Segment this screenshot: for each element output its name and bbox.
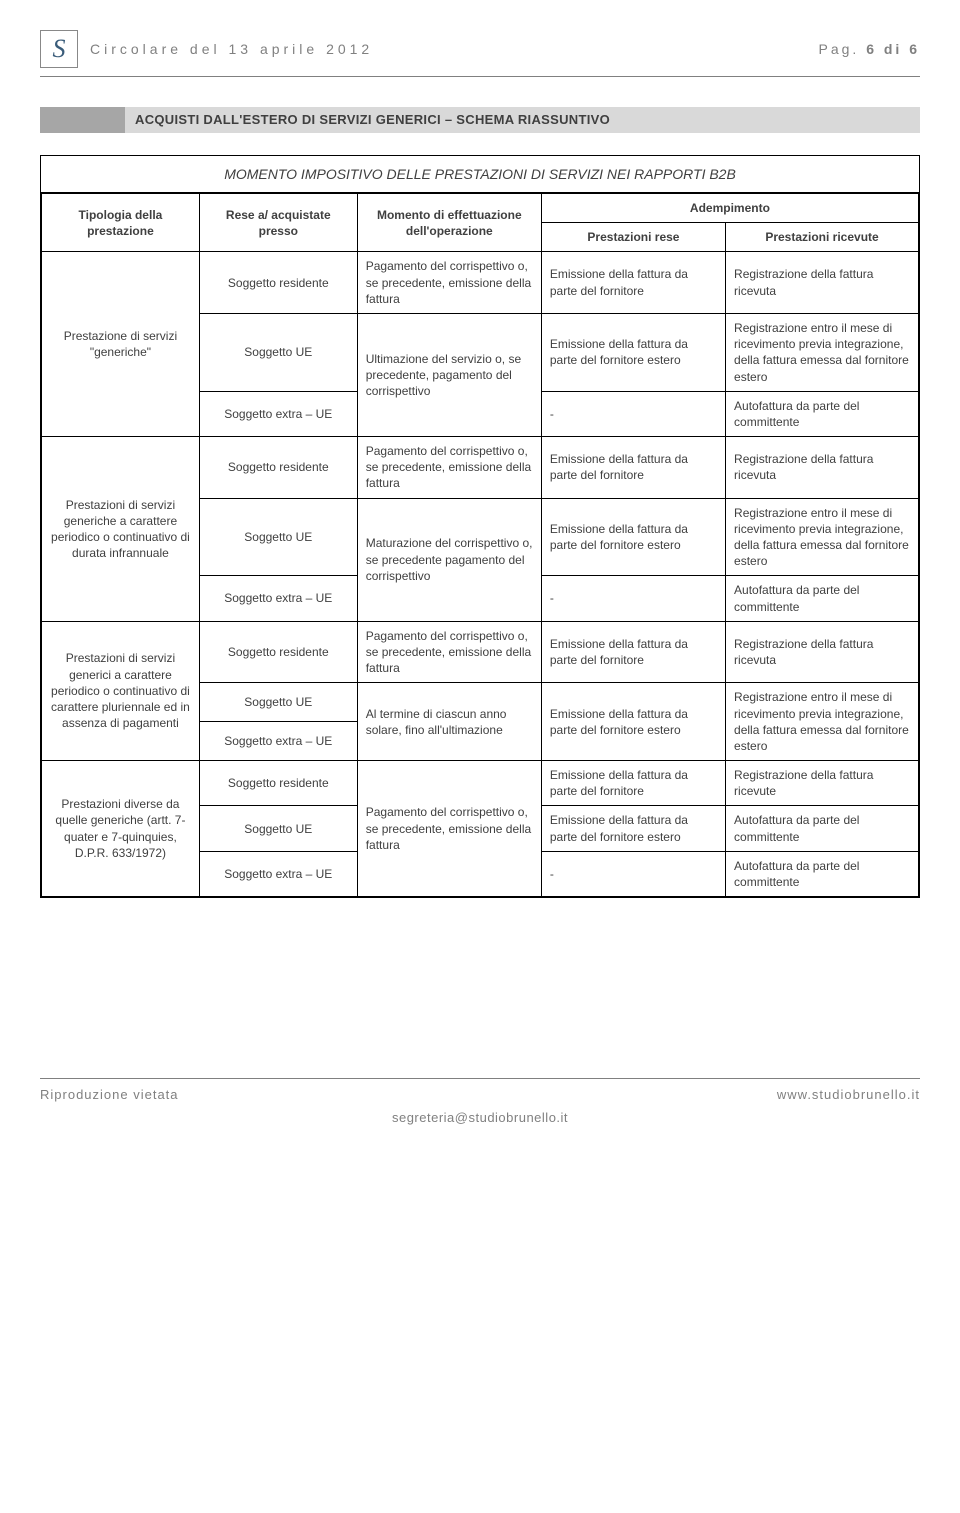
cell-ricevute: Registrazione della fattura ricevuta bbox=[726, 252, 919, 314]
footer-right: www.studiobrunello.it bbox=[777, 1087, 920, 1102]
table-row: Prestazioni di servizi generici a caratt… bbox=[42, 621, 919, 683]
cell-rese: - bbox=[541, 576, 725, 621]
page-footer: Riproduzione vietata www.studiobrunello.… bbox=[40, 1078, 920, 1102]
cell-rese: Emissione della fattura da parte del for… bbox=[541, 313, 725, 391]
data-table: Tipologia della prestazione Rese a/ acqu… bbox=[41, 193, 919, 897]
section-title: ACQUISTI DALL'ESTERO DI SERVIZI GENERICI… bbox=[125, 107, 920, 133]
table-row: Prestazioni di servizi generiche a carat… bbox=[42, 437, 919, 499]
page-number: Pag. 6 di 6 bbox=[819, 41, 921, 57]
table-row: Prestazioni diverse da quelle generiche … bbox=[42, 761, 919, 806]
cell-soggetto: Soggetto UE bbox=[199, 498, 357, 576]
cell-soggetto: Soggetto residente bbox=[199, 437, 357, 499]
header-left: S Circolare del 13 aprile 2012 bbox=[40, 30, 373, 68]
cell-soggetto: Soggetto residente bbox=[199, 621, 357, 683]
title-bar-accent bbox=[40, 107, 125, 133]
cell-ricevute: Registrazione entro il mese di ricevimen… bbox=[726, 683, 919, 761]
cell-ricevute: Registrazione entro il mese di ricevimen… bbox=[726, 313, 919, 391]
cell-tipologia: Prestazioni di servizi generici a caratt… bbox=[42, 621, 200, 760]
th-prest-rese: Prestazioni rese bbox=[541, 223, 725, 252]
logo-icon: S bbox=[40, 30, 78, 68]
cell-rese: Emissione della fattura da parte del for… bbox=[541, 806, 725, 851]
footer-left: Riproduzione vietata bbox=[40, 1087, 179, 1102]
cell-ricevute: Registrazione della fattura ricevuta bbox=[726, 437, 919, 499]
cell-tipologia: Prestazione di servizi "generiche" bbox=[42, 252, 200, 437]
cell-ricevute: Autofattura da parte del committente bbox=[726, 851, 919, 896]
section-title-bar: ACQUISTI DALL'ESTERO DI SERVIZI GENERICI… bbox=[40, 107, 920, 133]
cell-ricevute: Registrazione della fattura ricevute bbox=[726, 761, 919, 806]
cell-ricevute: Autofattura da parte del committente bbox=[726, 806, 919, 851]
cell-tipologia: Prestazioni diverse da quelle generiche … bbox=[42, 761, 200, 897]
cell-soggetto: Soggetto extra – UE bbox=[199, 851, 357, 896]
cell-momento: Al termine di ciascun anno solare, fino … bbox=[357, 683, 541, 761]
th-rese: Rese a/ acquistate presso bbox=[199, 194, 357, 252]
summary-table: MOMENTO IMPOSITIVO DELLE PRESTAZIONI DI … bbox=[40, 155, 920, 898]
cell-rese: Emissione della fattura da parte del for… bbox=[541, 252, 725, 314]
cell-soggetto: Soggetto UE bbox=[199, 313, 357, 391]
th-adempimento: Adempimento bbox=[541, 194, 918, 223]
cell-soggetto: Soggetto residente bbox=[199, 761, 357, 806]
cell-rese: - bbox=[541, 391, 725, 436]
page-label: Pag. bbox=[819, 41, 860, 57]
cell-soggetto: Soggetto extra – UE bbox=[199, 576, 357, 621]
cell-momento: Pagamento del corrispettivo o, se preced… bbox=[357, 252, 541, 314]
cell-rese: Emissione della fattura da parte del for… bbox=[541, 437, 725, 499]
table-super-header: MOMENTO IMPOSITIVO DELLE PRESTAZIONI DI … bbox=[41, 156, 919, 193]
cell-ricevute: Autofattura da parte del committente bbox=[726, 576, 919, 621]
cell-momento: Pagamento del corrispettivo o, se preced… bbox=[357, 761, 541, 897]
page-container: S Circolare del 13 aprile 2012 Pag. 6 di… bbox=[0, 0, 960, 1145]
header-title: Circolare del 13 aprile 2012 bbox=[90, 41, 373, 57]
cell-ricevute: Registrazione entro il mese di ricevimen… bbox=[726, 498, 919, 576]
header-row-1: Tipologia della prestazione Rese a/ acqu… bbox=[42, 194, 919, 223]
cell-soggetto: Soggetto extra – UE bbox=[199, 722, 357, 761]
cell-rese: Emissione della fattura da parte del for… bbox=[541, 761, 725, 806]
cell-soggetto: Soggetto UE bbox=[199, 806, 357, 851]
footer-email: segreteria@studiobrunello.it bbox=[40, 1110, 920, 1125]
cell-ricevute: Registrazione della fattura ricevuta bbox=[726, 621, 919, 683]
cell-momento: Ultimazione del servizio o, se precedent… bbox=[357, 313, 541, 436]
cell-soggetto: Soggetto UE bbox=[199, 683, 357, 722]
th-tipologia: Tipologia della prestazione bbox=[42, 194, 200, 252]
cell-rese: - bbox=[541, 851, 725, 896]
cell-tipologia: Prestazioni di servizi generiche a carat… bbox=[42, 437, 200, 622]
th-prest-ricevute: Prestazioni ricevute bbox=[726, 223, 919, 252]
cell-momento: Pagamento del corrispettivo o, se preced… bbox=[357, 437, 541, 499]
th-momento: Momento di effettuazione dell'operazione bbox=[357, 194, 541, 252]
cell-rese: Emissione della fattura da parte del for… bbox=[541, 683, 725, 761]
cell-ricevute: Autofattura da parte del committente bbox=[726, 391, 919, 436]
cell-soggetto: Soggetto residente bbox=[199, 252, 357, 314]
page-num-value: 6 di 6 bbox=[866, 41, 920, 57]
cell-soggetto: Soggetto extra – UE bbox=[199, 391, 357, 436]
table-row: Prestazione di servizi "generiche"Sogget… bbox=[42, 252, 919, 314]
cell-momento: Maturazione del corrispettivo o, se prec… bbox=[357, 498, 541, 621]
cell-rese: Emissione della fattura da parte del for… bbox=[541, 498, 725, 576]
page-header: S Circolare del 13 aprile 2012 Pag. 6 di… bbox=[40, 30, 920, 77]
cell-rese: Emissione della fattura da parte del for… bbox=[541, 621, 725, 683]
table-body: Prestazione di servizi "generiche"Sogget… bbox=[42, 252, 919, 897]
cell-momento: Pagamento del corrispettivo o, se preced… bbox=[357, 621, 541, 683]
